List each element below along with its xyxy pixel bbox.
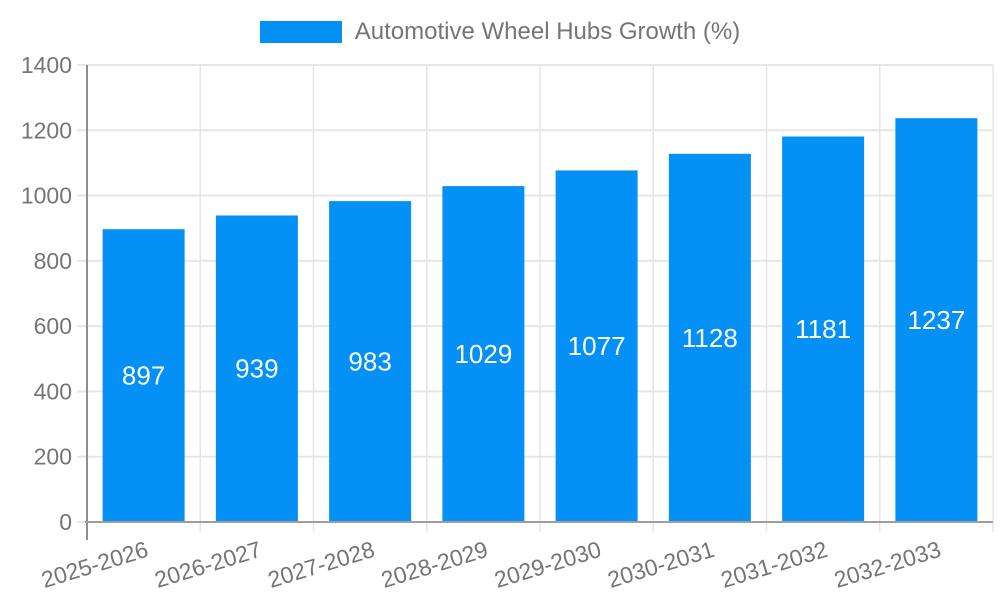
legend-color-swatch <box>259 21 342 43</box>
bar-value-label: 1029 <box>454 339 512 369</box>
x-tick-label: 2032-2033 <box>831 536 944 593</box>
x-tick-label: 2031-2032 <box>718 536 831 593</box>
x-tick-label: 2028-2029 <box>378 536 491 593</box>
bar-2027-2028[interactable] <box>329 201 412 521</box>
bar-2029-2030[interactable] <box>555 170 638 521</box>
bar-2031-2032[interactable] <box>782 136 865 521</box>
x-tick-label: 2027-2028 <box>265 536 378 593</box>
x-tick-label: 2025-2026 <box>38 536 151 593</box>
legend-series-label: Automotive Wheel Hubs Growth (%) <box>354 18 741 45</box>
bar-value-label: 1237 <box>907 305 965 335</box>
bar-value-label: 1181 <box>795 314 851 344</box>
bar-value-label: 1128 <box>682 323 738 353</box>
y-tick-label: 1400 <box>21 52 72 78</box>
bar-2028-2029[interactable] <box>442 186 525 522</box>
y-tick-label: 400 <box>34 378 72 404</box>
y-tick-label: 1200 <box>21 117 72 143</box>
bar-2025-2026[interactable] <box>102 229 185 521</box>
chart-legend: Automotive Wheel Hubs Growth (%) <box>0 18 1000 45</box>
bar-2032-2033[interactable] <box>895 118 978 521</box>
x-tick-label: 2029-2030 <box>491 536 604 593</box>
bar-value-label: 983 <box>348 347 391 377</box>
y-tick-label: 1000 <box>21 183 72 209</box>
bar-value-label: 897 <box>122 361 165 391</box>
bar-2030-2031[interactable] <box>668 153 751 521</box>
y-tick-label: 0 <box>59 509 72 535</box>
y-tick-label: 200 <box>34 444 72 470</box>
y-tick-label: 600 <box>34 313 72 339</box>
bar-value-label: 939 <box>235 354 278 384</box>
y-tick-label: 800 <box>34 248 72 274</box>
x-tick-label: 2026-2027 <box>152 536 265 593</box>
x-tick-label: 2030-2031 <box>605 536 718 593</box>
bar-2026-2027[interactable] <box>215 215 298 521</box>
bar-value-label: 1077 <box>568 331 626 361</box>
